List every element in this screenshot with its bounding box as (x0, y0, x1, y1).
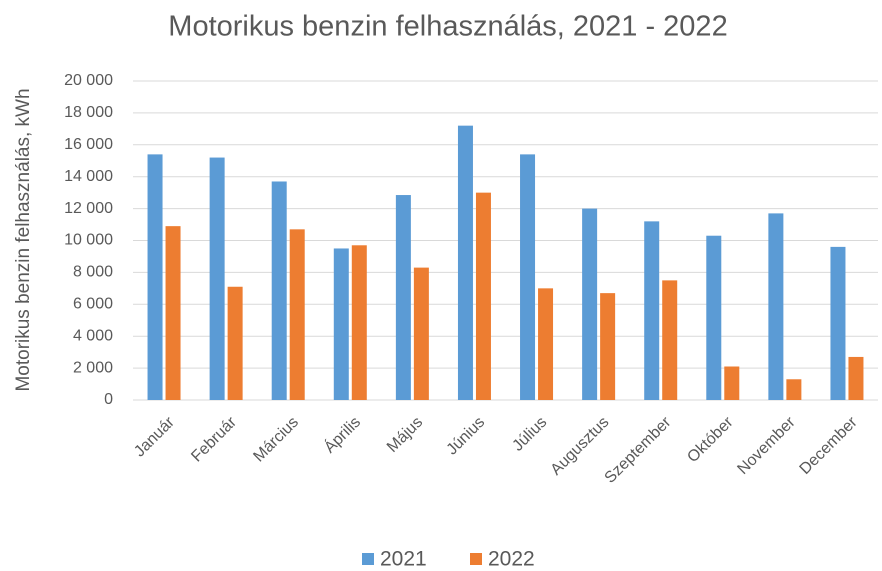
bar (644, 221, 660, 400)
x-tick-label: Augusztus (548, 414, 613, 479)
bar (706, 235, 722, 400)
bar (600, 293, 616, 400)
x-tick-label: Június (444, 414, 489, 459)
bar (271, 181, 287, 400)
x-tick-label: December (797, 413, 862, 478)
y-tick-label: 0 (104, 391, 113, 408)
legend-label: 2021 (380, 548, 427, 571)
bar (520, 154, 536, 400)
bar (724, 366, 740, 400)
bar (582, 208, 598, 400)
y-axis-title: Motorikus benzin felhasználás, kWh (13, 88, 34, 391)
chart-title: Motorikus benzin felhasználás, 2021 - 20… (168, 11, 727, 43)
y-tick-label: 10 000 (64, 232, 113, 249)
bar (768, 213, 784, 400)
x-tick-label: Március (250, 414, 302, 466)
bar (830, 246, 846, 400)
bar (351, 245, 367, 400)
x-tick-label: Szeptember (602, 413, 676, 487)
y-tick-label: 16 000 (64, 136, 113, 153)
y-tick-label: 2 000 (73, 359, 113, 376)
y-tick-label: 12 000 (64, 200, 113, 217)
bar (227, 286, 243, 400)
y-tick-label: 20 000 (64, 72, 113, 89)
legend-swatch (362, 553, 374, 565)
x-tick-label: Február (188, 413, 240, 465)
y-tick-label: 6 000 (73, 296, 113, 313)
x-tick-label: Április (320, 412, 364, 456)
x-tick-label: Október (684, 413, 737, 466)
y-tick-label: 8 000 (73, 264, 113, 281)
x-tick-label: Január (131, 413, 178, 460)
bar (165, 226, 181, 400)
bar (848, 356, 864, 400)
bar (147, 154, 163, 400)
bar (209, 157, 225, 400)
bar (662, 280, 678, 400)
x-tick-label: Május (384, 414, 426, 456)
bar (457, 125, 473, 400)
bar (786, 379, 802, 400)
legend-label: 2022 (488, 548, 535, 571)
legend-swatch (470, 553, 482, 565)
x-tick-label: November (734, 413, 799, 478)
bar (475, 192, 491, 400)
y-tick-label: 14 000 (64, 168, 113, 185)
y-tick-label: 4 000 (73, 327, 113, 344)
x-tick-label: Július (509, 414, 550, 455)
bar (333, 248, 349, 400)
y-tick-label: 18 000 (64, 104, 113, 121)
bar (538, 288, 554, 400)
bar (289, 229, 305, 400)
bar (413, 267, 429, 400)
bar (395, 195, 411, 400)
